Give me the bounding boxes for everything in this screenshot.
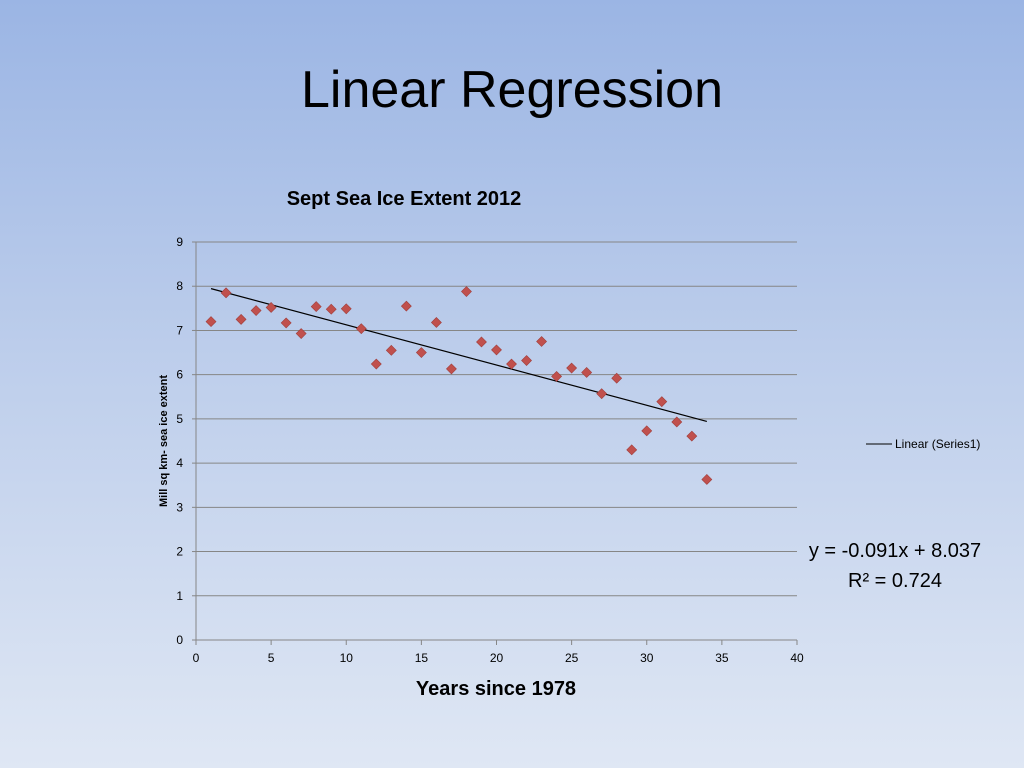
data-point <box>310 301 322 312</box>
x-tick-label: 20 <box>490 651 504 665</box>
y-tick-label: 9 <box>176 235 183 249</box>
data-point <box>641 425 653 437</box>
y-tick-label: 4 <box>176 456 183 470</box>
data-point <box>430 317 442 328</box>
slide-title: Linear Regression <box>300 61 724 119</box>
data-point <box>521 355 532 366</box>
data-point <box>340 303 352 315</box>
trendline-layer <box>210 288 708 422</box>
data-point <box>581 367 593 378</box>
chart-title: Sept Sea Ice Extent 2012 <box>287 188 522 210</box>
y-tick-label: 6 <box>176 368 183 382</box>
y-tick-label: 3 <box>176 500 183 514</box>
x-tick-label: 30 <box>640 651 654 665</box>
trendline <box>210 288 708 422</box>
legend-entry-linear: Linear (Series1) <box>895 437 980 451</box>
y-tick-label: 7 <box>176 323 183 337</box>
data-point <box>536 336 547 347</box>
x-tick-label: 10 <box>340 651 354 665</box>
data-point <box>551 371 563 382</box>
trendline-equation: y = -0.091x + 8.037 <box>809 540 981 562</box>
y-tick-label: 5 <box>176 412 183 426</box>
y-tick-label: 8 <box>176 279 183 293</box>
data-point <box>461 286 472 297</box>
data-point <box>250 305 262 316</box>
r-squared-value: R² = 0.724 <box>848 570 942 592</box>
x-tick-label: 25 <box>565 651 579 665</box>
data-point <box>295 328 307 339</box>
data-point <box>611 372 623 384</box>
tick-labels: 0 1 2 3 4 5 6 7 8 9 0 5 10 15 20 25 30 35 40 <box>176 235 804 665</box>
x-tick-label: 5 <box>268 651 275 665</box>
data-point <box>446 363 457 375</box>
data-point <box>626 444 638 456</box>
legend: Linear (Series1) <box>866 437 980 451</box>
data-point <box>235 313 247 325</box>
data-point <box>566 362 578 374</box>
data-point <box>491 344 502 356</box>
data-point <box>205 316 217 328</box>
x-tick-label: 35 <box>715 651 729 665</box>
y-tick-label: 0 <box>176 633 183 647</box>
y-axis-label: Mill sq km- sea ice extent <box>158 375 170 507</box>
data-point <box>385 344 397 356</box>
data-point <box>415 347 427 358</box>
data-point <box>476 336 487 348</box>
axes <box>192 241 798 645</box>
gridlines <box>196 241 797 597</box>
data-point <box>400 300 412 312</box>
x-tick-label: 40 <box>790 651 804 665</box>
data-point <box>370 358 382 370</box>
data-point <box>355 323 367 335</box>
data-point <box>280 317 292 329</box>
y-tick-label: 2 <box>176 545 183 559</box>
data-point <box>686 430 698 442</box>
data-point <box>671 416 683 428</box>
data-point <box>596 388 608 400</box>
x-tick-label: 0 <box>193 651 200 665</box>
data-point <box>325 303 337 315</box>
y-tick-label: 1 <box>176 589 183 603</box>
x-tick-label: 15 <box>415 651 429 665</box>
data-point <box>220 287 232 299</box>
x-axis-label: Years since 1978 <box>416 678 576 700</box>
data-point <box>265 302 277 313</box>
data-point <box>506 358 517 370</box>
data-point <box>701 474 713 485</box>
data-points <box>205 286 713 485</box>
data-point <box>656 396 668 408</box>
